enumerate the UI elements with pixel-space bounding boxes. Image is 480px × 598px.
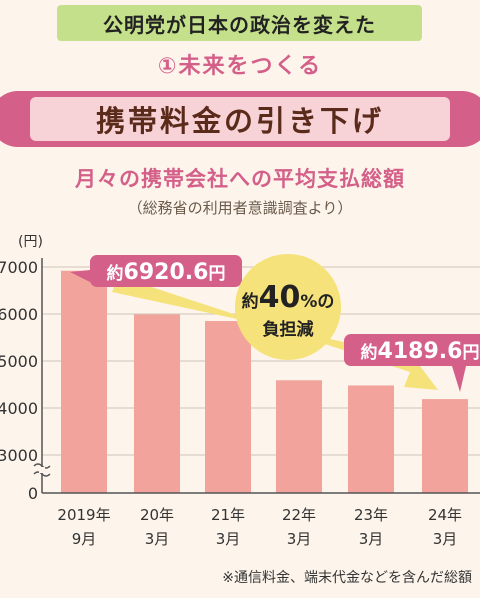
bar xyxy=(61,270,107,493)
reduction-label: 負担減 xyxy=(263,319,314,340)
x-tick-label-month: 3月 xyxy=(359,530,384,548)
reduction-badge xyxy=(235,254,341,360)
callout-pointer-start xyxy=(70,270,90,282)
x-tick-label-year: 20年 xyxy=(140,506,174,524)
chart-subtitle: （総務省の利用者意識調査より） xyxy=(127,199,353,217)
callout-start-value: 約6920.6円 xyxy=(107,260,226,285)
y-tick-label: 0 xyxy=(28,484,38,503)
y-tick-label: 3000 xyxy=(0,446,38,465)
main-banner-title: 携帯料金の引き下げ xyxy=(30,97,450,141)
x-tick-label-year: 23年 xyxy=(354,506,388,524)
x-tick-label-month: 3月 xyxy=(287,530,312,548)
callout-pointer-end xyxy=(452,366,466,392)
x-tick-label-year: 2019年 xyxy=(57,506,110,524)
bar xyxy=(205,321,251,493)
x-tick-label-month: 3月 xyxy=(145,530,170,548)
section-subtitle: ①未来をつくる xyxy=(157,54,323,79)
decrease-arrow xyxy=(112,276,438,390)
x-tick-label-year: 22年 xyxy=(282,506,316,524)
bar xyxy=(348,385,394,493)
party-tag: 公明党が日本の政治を変えた xyxy=(57,5,422,41)
x-tick-label-year: 21年 xyxy=(211,506,245,524)
x-tick-label-month: 3月 xyxy=(433,530,458,548)
axis-break-mark xyxy=(33,463,51,477)
y-tick-label: 6000 xyxy=(0,305,38,324)
reduction-percent: 約40%の xyxy=(242,280,335,315)
chart-title: 月々の携帯会社への平均支払総額 xyxy=(75,167,405,191)
bar xyxy=(276,380,322,493)
y-tick-label: 5000 xyxy=(0,352,38,371)
x-tick-label-month: 9月 xyxy=(72,530,97,548)
bar xyxy=(134,314,180,493)
x-tick-label-year: 24年 xyxy=(428,506,462,524)
callout-box-end xyxy=(344,334,480,366)
y-axis-unit: (円) xyxy=(18,234,43,250)
x-tick-label-month: 3月 xyxy=(216,530,241,548)
y-tick-label: 4000 xyxy=(0,399,38,418)
axis-break-gap xyxy=(39,467,45,473)
y-tick-label: 7000 xyxy=(0,258,38,277)
callout-end-value: 約4189.6円 xyxy=(361,339,480,364)
footnote: ※通信料金、端末代金などを含んだ総額 xyxy=(222,570,472,586)
callout-box-start xyxy=(90,255,242,287)
bar xyxy=(422,399,468,493)
